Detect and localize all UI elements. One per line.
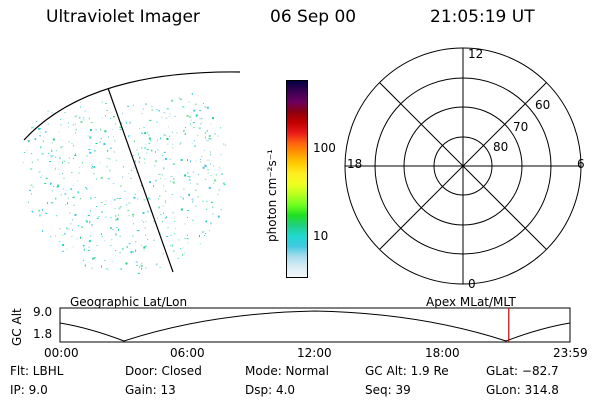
time-label: 21:05:19 UT [430,7,535,27]
x-tick-0600: 06:00 [170,346,205,360]
mlat-label-70: 70 [513,120,529,134]
ip-value: IP: 9.0 [10,383,48,397]
terminator-line [107,87,174,273]
colorbar [286,80,308,278]
mlt-label-0: 0 [468,277,476,291]
gain-value: Gain: 13 [125,383,176,397]
colorbar-tick-10: 10 [313,229,329,243]
geographic-label: Geographic Lat/Lon [70,295,188,309]
glat-value: GLat: −82.7 [486,364,559,378]
mlt-label-6: 6 [577,157,585,171]
x-tick-1800: 18:00 [425,346,460,360]
door-value: Door: Closed [125,364,202,378]
altitude-timeline [59,307,571,343]
image-speckles [22,92,226,274]
x-tick-0000: 00:00 [44,346,79,360]
mode-value: Mode: Normal [245,364,329,378]
colorbar-tick-100: 100 [313,141,336,155]
mlat-label-80: 80 [493,140,509,154]
geographic-image [22,71,241,274]
filter-value: Flt: LBHL [10,364,64,378]
seq-value: Seq: 39 [365,383,411,397]
gc-alt-value: GC Alt: 1.9 Re [365,364,449,378]
dsp-value: Dsp: 4.0 [245,383,296,397]
date-label: 06 Sep 00 [270,7,357,27]
glon-value: GLon: 314.8 [486,383,559,397]
polar-grid [344,47,582,285]
mlt-label-18: 18 [347,157,363,171]
apex-label: Apex MLat/MLT [426,295,516,309]
limb-arc [23,71,241,141]
x-tick-2359: 23:59 [553,346,588,360]
mlt-label-12: 12 [468,47,484,61]
instrument-title: Ultraviolet Imager [46,7,200,27]
x-tick-1200: 12:00 [297,346,332,360]
mlat-label-60: 60 [535,98,551,112]
gc-alt-axis-title: GC Alt [10,308,24,346]
y-tick-1-8: 1.8 [33,327,53,341]
y-tick-9: 9.0 [33,305,53,319]
colorbar-unit-label: photon cm⁻²s⁻¹ [265,149,279,242]
